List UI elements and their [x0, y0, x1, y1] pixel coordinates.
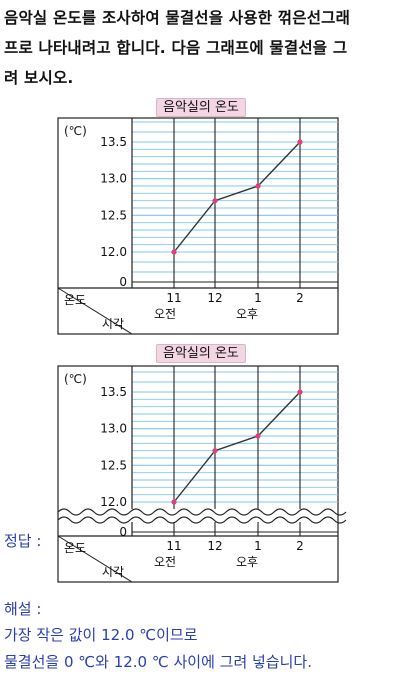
x-tick-label: 11 [166, 291, 181, 305]
y-tick-label: 13.0 [100, 172, 127, 186]
x-tick-label: 11 [166, 539, 181, 553]
y-tick-label: 13.5 [100, 135, 127, 149]
series-line [173, 391, 301, 503]
data-point [212, 448, 218, 454]
data-point [171, 249, 177, 255]
data-point [255, 433, 261, 439]
y-tick-label: 13.0 [100, 422, 127, 436]
question-line-3: 려 보시오. [4, 69, 74, 87]
y-tick-label: 12.0 [100, 245, 127, 259]
period-label-pm: 오후 [236, 555, 258, 569]
wave-break-line [57, 508, 347, 516]
chart-title-2: 음악실의 온도 [156, 344, 246, 363]
data-point [212, 198, 218, 204]
header-diagonal [57, 535, 133, 583]
x-tick-label: 1 [254, 291, 262, 305]
wave-break-line [57, 516, 347, 524]
solution-line-1: 가장 작은 값이 12.0 ℃이므로 [4, 626, 198, 644]
unit-label: (℃) [64, 372, 87, 386]
y-axis-title: 온도 [64, 541, 86, 555]
y-axis-title: 온도 [64, 293, 86, 307]
period-label-am: 오전 [154, 555, 176, 569]
unit-label: (℃) [64, 124, 87, 138]
data-point [255, 183, 261, 189]
x-tick-label: 1 [254, 539, 262, 553]
period-label-pm: 오후 [236, 307, 258, 321]
data-point [171, 499, 177, 505]
y-tick-label: 13.5 [100, 385, 127, 399]
data-point [297, 139, 303, 145]
chart-title-1: 음악실의 온도 [156, 98, 246, 117]
chart-frame [57, 117, 339, 335]
solution-line-2: 물결선을 0 ℃와 12.0 ℃ 사이에 그려 넣습니다. [4, 653, 312, 671]
x-tick-label: 2 [296, 291, 304, 305]
x-axis-title: 시각 [102, 317, 124, 331]
data-point [297, 389, 303, 395]
question-line-1: 음악실 온도를 조사하여 물결선을 사용한 꺾은선그래 [4, 9, 351, 27]
y-tick-label: 0 [119, 275, 127, 289]
solution-label: 해설 : [4, 600, 42, 618]
y-tick-label: 12.5 [100, 208, 127, 222]
wave-break-gap [59, 509, 337, 522]
answer-label: 정답 : [4, 532, 42, 550]
x-tick-label: 12 [207, 539, 222, 553]
period-label-am: 오전 [154, 307, 176, 321]
y-tick-label: 12.0 [100, 495, 127, 509]
x-tick-label: 2 [296, 539, 304, 553]
x-tick-label: 12 [207, 291, 222, 305]
header-diagonal [57, 287, 133, 335]
question-line-2: 프로 나타내려고 합니다. 다음 그래프에 물결선을 그 [4, 39, 348, 57]
y-tick-label: 0 [119, 525, 127, 539]
y-tick-label: 12.5 [100, 458, 127, 472]
series-line [173, 141, 301, 253]
x-axis-title: 시각 [102, 565, 124, 579]
